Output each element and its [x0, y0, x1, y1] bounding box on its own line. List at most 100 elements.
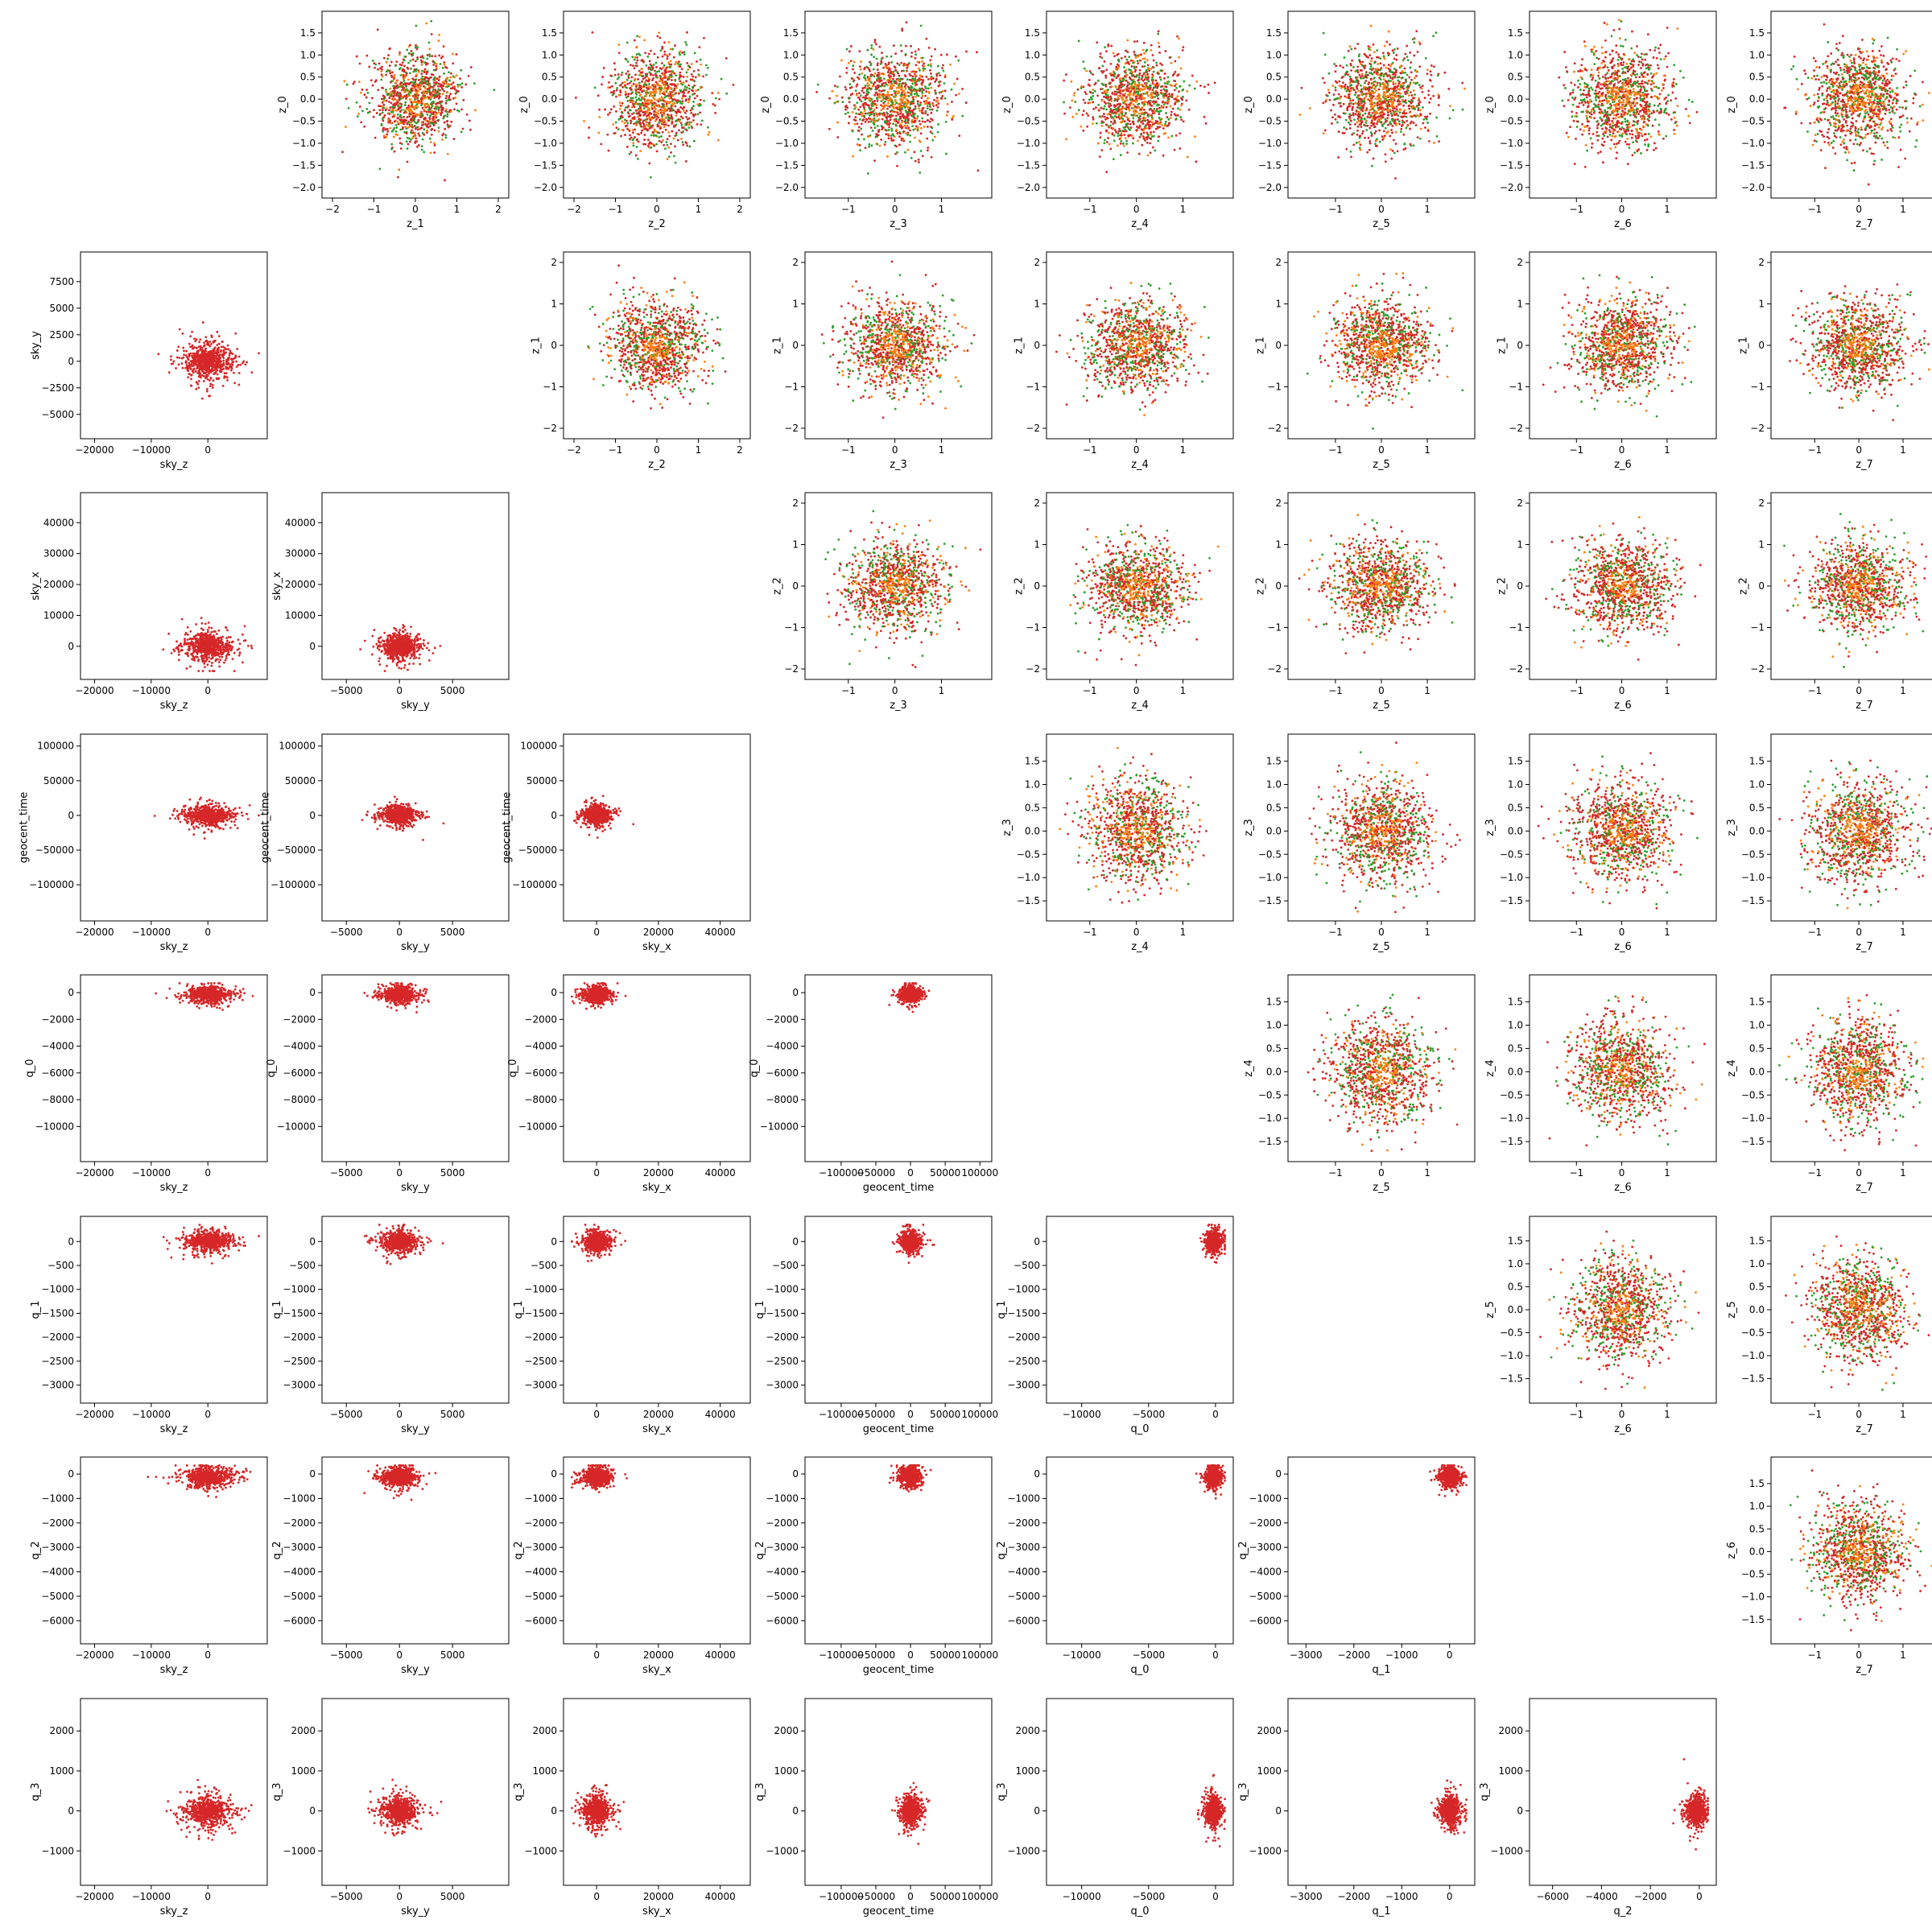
data-point [389, 88, 391, 90]
data-point [421, 102, 423, 105]
data-point [421, 63, 423, 65]
data-point [657, 123, 659, 126]
y-tick-label: 0.0 [300, 93, 316, 105]
data-point [388, 101, 390, 103]
data-point [427, 97, 430, 99]
data-point [367, 92, 369, 94]
data-point [446, 115, 448, 118]
data-point [453, 138, 456, 140]
data-point [432, 79, 435, 81]
data-point [423, 151, 425, 153]
data-point [412, 131, 415, 134]
data-point [417, 106, 419, 109]
data-point [356, 56, 358, 58]
data-point [648, 85, 650, 88]
data-point [346, 84, 349, 86]
data-point [400, 147, 402, 150]
x-tick-label: 0 [412, 204, 419, 215]
data-point [632, 142, 634, 144]
data-point [384, 129, 386, 131]
data-point [694, 97, 696, 100]
data-point [423, 105, 426, 108]
data-point [616, 126, 618, 129]
data-point [401, 74, 403, 76]
data-point [631, 76, 634, 78]
data-point [635, 62, 638, 64]
data-point [422, 90, 424, 93]
data-point [443, 90, 445, 93]
data-point [663, 85, 666, 87]
data-point [374, 80, 377, 83]
data-point [353, 80, 356, 83]
data-point [415, 137, 417, 139]
data-point [396, 99, 398, 101]
data-point [412, 107, 415, 109]
data-point [696, 123, 699, 126]
data-point [653, 145, 655, 147]
data-point [407, 126, 410, 129]
data-point [419, 87, 421, 89]
data-point [410, 131, 412, 134]
data-point [411, 124, 413, 126]
data-point [417, 89, 419, 92]
data-point [404, 101, 407, 104]
data-point [402, 121, 404, 123]
data-point [597, 94, 600, 97]
data-point [438, 77, 440, 80]
data-point [418, 79, 420, 81]
data-point [359, 63, 361, 65]
data-point [416, 46, 419, 48]
data-point [493, 89, 495, 91]
data-point [441, 101, 444, 103]
data-point [360, 121, 362, 123]
data-point [442, 93, 444, 95]
data-point [436, 81, 438, 84]
data-point [717, 139, 720, 142]
data-point [671, 79, 673, 81]
data-point [371, 97, 374, 99]
data-point [669, 53, 671, 56]
data-point [619, 101, 621, 104]
data-point [439, 83, 441, 85]
data-point [402, 89, 404, 91]
data-point [428, 42, 431, 44]
data-point [437, 85, 440, 88]
data-point [665, 129, 667, 131]
data-point [373, 116, 375, 118]
data-point [627, 75, 630, 77]
data-point [438, 107, 440, 109]
data-point [431, 33, 433, 35]
data-point [608, 81, 610, 84]
data-point [401, 96, 403, 98]
data-point [390, 80, 393, 82]
data-point [382, 109, 384, 111]
data-point [414, 98, 416, 101]
data-point [671, 48, 674, 51]
data-point [443, 72, 445, 75]
data-point [397, 117, 399, 119]
data-point [638, 81, 641, 84]
data-point [415, 44, 417, 47]
data-point [667, 144, 669, 147]
data-point [626, 100, 629, 102]
data-point [434, 55, 436, 57]
data-point [436, 113, 438, 115]
data-point [398, 52, 401, 54]
data-point [440, 102, 442, 105]
y-tick-label: 1.0 [300, 49, 316, 60]
data-point [455, 89, 457, 92]
data-point [386, 58, 389, 60]
data-point [666, 58, 668, 60]
data-point [406, 140, 408, 142]
data-point [393, 94, 395, 97]
data-point [407, 78, 410, 80]
data-point [630, 97, 633, 99]
data-point [644, 134, 646, 136]
data-point [691, 73, 693, 76]
data-point [413, 118, 415, 121]
data-point [402, 77, 405, 80]
data-point [368, 66, 370, 68]
data-point [634, 136, 636, 138]
data-point [442, 67, 444, 69]
data-point [648, 163, 650, 165]
